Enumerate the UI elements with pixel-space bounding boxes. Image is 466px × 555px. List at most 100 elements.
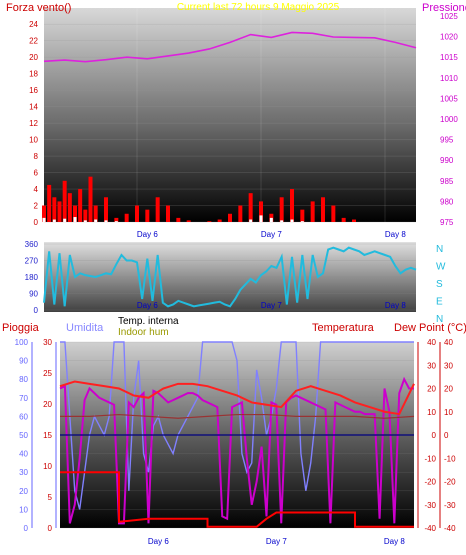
gust-bar [73, 217, 77, 222]
compass-letter: N [436, 314, 443, 325]
compass-letter: S [436, 279, 443, 290]
wind-direction-line [43, 246, 417, 308]
wind-bar [279, 197, 284, 222]
wind-bar [331, 205, 336, 222]
compass-letter: E [436, 297, 443, 308]
dew-tick-label: -30 [444, 501, 456, 510]
wind-bar [124, 213, 129, 222]
compass-letter: N [436, 244, 443, 255]
dir-tick-label: 0 [34, 306, 39, 315]
indoor-humidity-line [60, 413, 415, 419]
dewpoint-label: Dew Point (°C) [394, 322, 466, 334]
panel2-bg [44, 242, 416, 312]
gust-bar [114, 221, 118, 222]
left-tick-label: 24 [29, 20, 38, 29]
temp-tick-label: 0 [432, 431, 437, 440]
left-tick-label: 16 [29, 86, 38, 95]
wind-bar [217, 219, 222, 222]
x-day-label: Day 7 [266, 537, 287, 546]
wind-bar [67, 193, 72, 222]
rain-label: Pioggia [2, 322, 40, 334]
dew-tick-label: 40 [444, 338, 453, 347]
temp-tick-label: -10 [424, 454, 436, 463]
left-tick-label: 22 [29, 37, 38, 46]
dir-tick-label: 90 [29, 290, 38, 299]
right-tick-label: 980 [440, 197, 454, 206]
wind-bar [78, 189, 83, 222]
wind-bar [238, 205, 243, 222]
temp-tick-label: 10 [427, 408, 436, 417]
humidity-tick-label: 40 [19, 450, 28, 459]
temp-tick-label: 20 [427, 385, 436, 394]
left-tick-label: 20 [29, 53, 38, 62]
left-tick-label: 10 [29, 136, 38, 145]
humidity-tick-label: 50 [19, 431, 28, 440]
dew-tick-label: -20 [444, 478, 456, 487]
humidity-tick-label: 80 [19, 375, 28, 384]
x-day-label: Day 6 [137, 230, 158, 239]
left-tick-label: 2 [34, 202, 39, 211]
chart1-title: Current last 72 hours 9 Maggio 2025 [177, 2, 340, 13]
rain-tick-label: 0 [48, 524, 53, 533]
rain-tick-label: 5 [48, 493, 53, 502]
wind-bar [310, 201, 315, 222]
indoor-hum-label: Indoor hum [118, 327, 169, 338]
wind-bar [248, 193, 253, 222]
temp-tick-label: -20 [424, 478, 436, 487]
right-tick-label: 995 [440, 136, 454, 145]
rain-tick-label: 20 [43, 400, 52, 409]
gust-bar [42, 217, 46, 222]
indoor-temp-label: Temp. interna [118, 316, 179, 327]
gust-bar [249, 219, 253, 222]
gust-bar [52, 219, 56, 222]
left-tick-label: 6 [34, 169, 39, 178]
gust-bar [269, 217, 273, 222]
rain-line [60, 471, 414, 528]
rain-tick-label: 10 [43, 462, 52, 471]
gust-bar [63, 218, 67, 222]
dew-tick-label: 20 [444, 385, 453, 394]
pressure-line [43, 31, 417, 63]
x-day-label: Day 8 [385, 301, 406, 310]
left-tick-label: 12 [29, 119, 38, 128]
right-tick-label: 975 [440, 218, 454, 227]
wind-bar [300, 209, 305, 222]
wind-bar [228, 213, 232, 222]
right-tick-label: 1020 [440, 33, 458, 42]
temperature-label: Temperatura [312, 322, 375, 334]
gust-bar [83, 220, 87, 222]
right-tick-label: 1025 [440, 12, 458, 21]
chart1-left-label: Forza vento() [6, 2, 71, 14]
wind-bar [73, 205, 77, 222]
chart1-right-label: Pressione [422, 2, 466, 14]
wind-bar [47, 184, 52, 222]
left-tick-label: 0 [34, 218, 39, 227]
wind-bar [155, 197, 160, 222]
gust-bar [259, 215, 263, 222]
dir-tick-label: 270 [25, 257, 39, 266]
gust-bar [290, 219, 294, 222]
rain-tick-label: 25 [43, 369, 52, 378]
left-tick-label: 8 [34, 152, 39, 161]
wind-bar [259, 201, 263, 222]
rain-tick-label: 15 [43, 431, 52, 440]
temp-tick-label: 40 [427, 338, 436, 347]
temp-tick-label: 30 [427, 361, 436, 370]
humidity-line [60, 341, 414, 510]
wind-bar [57, 201, 62, 222]
x-day-label: Day 6 [137, 301, 158, 310]
gust-bar [104, 220, 108, 222]
gust-bar [300, 221, 304, 222]
wind-bar [135, 205, 139, 222]
right-tick-label: 1000 [440, 115, 458, 124]
wind-bar [62, 180, 67, 222]
dew-tick-label: 10 [444, 408, 453, 417]
wind-bar [104, 197, 108, 222]
wind-bar [186, 220, 191, 222]
temp-tick-label: -30 [424, 501, 436, 510]
wind-bar [166, 205, 170, 222]
x-day-label: Day 7 [261, 301, 282, 310]
wind-bar [352, 219, 356, 222]
humidity-tick-label: 60 [19, 412, 28, 421]
